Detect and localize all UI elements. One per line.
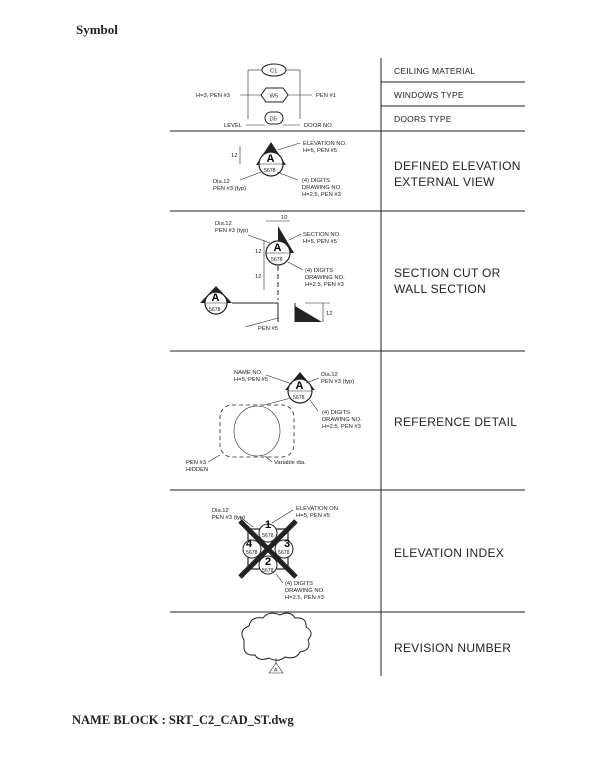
elevation-index-code-2: 5678 — [246, 550, 258, 556]
reference-name-1: NAME NO. — [234, 370, 263, 376]
door-tag-label: D5 — [270, 117, 277, 123]
elevation-code: 5678 — [264, 168, 276, 174]
section-digits-1: (4) DIGITS — [305, 268, 333, 274]
section-note-1: SECTION NO. — [303, 232, 341, 238]
reference-name-2: H=5, PEN #5 — [234, 377, 268, 383]
window-tag-label: W5 — [270, 94, 279, 100]
elevation-digits-1: (4) DIGITS — [302, 178, 330, 184]
elevation-note-1: ELEVATION NO. — [303, 141, 347, 147]
elevation-digits-3: H=2.5, PEN #3 — [302, 192, 341, 198]
elevation-index-n2: 3 — [284, 538, 290, 550]
reference-symbol: A 5678 NAME NO. H=5, PEN #5 Dia.12 PEN #… — [186, 370, 362, 473]
reference-detail-boundary — [219, 404, 295, 458]
section-code: 5678 — [271, 257, 283, 263]
reference-pen-2: HIDDEN — [186, 467, 208, 473]
door-right-note: DOOR NO. — [304, 123, 334, 129]
reference-letter: A — [296, 380, 304, 392]
elevation-letter: A — [267, 153, 275, 165]
reference-variable: Variable dia. — [274, 460, 306, 466]
reference-dia-2: PEN #3 (typ) — [321, 379, 354, 385]
elevation-index-note-2: H=5, PEN #5 — [296, 513, 330, 519]
section-marker-code: 5678 — [209, 307, 221, 313]
section-dia-2: PEN #3 (typ) — [215, 228, 248, 234]
reference-detail-circle — [233, 405, 281, 457]
reference-digits-3: H=2.5, PEN #3 — [322, 424, 361, 430]
window-right-note: PEN #1 — [316, 93, 336, 99]
ceiling-window-door-tags: C1 W5 H=3, PEN #3 PEN #1 D5 LEVEL DOOR N… — [196, 63, 336, 129]
elevation-dia-1: Dia.12 — [213, 179, 230, 185]
row-label-section-cut-2: WALL SECTION — [394, 282, 486, 296]
elevation-index-digits-2: DRAWING NO. — [285, 588, 325, 594]
section-digits-3: H=2.5, PEN #3 — [305, 282, 344, 288]
section-dia-1: Dia.12 — [215, 221, 232, 227]
revision-cloud — [241, 612, 312, 661]
elevation-index-dia-2: PEN #3 (typ) — [212, 515, 245, 521]
elevation-index-note-1: ELEVATION ON. — [296, 506, 340, 512]
elevation-index-n4: 2 — [265, 556, 271, 568]
revision-cloud-symbol: A — [241, 612, 312, 674]
section-dim-b: 12 — [255, 274, 261, 280]
ceiling-tag-label: C1 — [270, 69, 277, 75]
row-label-doors-type: DOORS TYPE — [394, 114, 452, 124]
section-letter: A — [274, 242, 282, 254]
elevation-index-symbol: 1 5678 4 5678 3 5678 2 5678 Dia.12 PEN #… — [212, 506, 340, 601]
revision-triangle — [268, 662, 284, 674]
window-left-note: H=3, PEN #3 — [196, 93, 230, 99]
elevation-index-code-4: 5678 — [262, 568, 274, 574]
elevation-index-digits-3: H=2.5, PEN #3 — [285, 595, 324, 601]
door-tag-box — [264, 111, 284, 125]
reference-dia-1: Dia.12 — [321, 372, 338, 378]
elevation-index-code-3: 5678 — [278, 550, 290, 556]
elevation-index-n1: 1 — [265, 519, 271, 531]
section-marker-letter: A — [212, 292, 220, 304]
section-pen: PEN #5 — [258, 326, 278, 332]
section-note-2: H=5, PEN #5 — [303, 239, 337, 245]
row-label-defined-elevation-2: EXTERNAL VIEW — [394, 175, 495, 189]
elevation-index-code-1: 5678 — [262, 533, 274, 539]
section-dim-a: 12 — [255, 249, 261, 255]
section-dim-c: 12 — [326, 311, 332, 317]
row-label-ceiling-material: CEILING MATERIAL — [394, 66, 476, 76]
section-digits-2: DRAWING NO. — [305, 275, 345, 281]
elevation-dia-2: PEN #3 (typ) — [213, 186, 246, 192]
row-label-defined-elevation-1: DEFINED ELEVATION — [394, 159, 521, 173]
elevation-index-dia-1: Dia.12 — [212, 508, 229, 514]
reference-code: 5678 — [293, 395, 305, 401]
elevation-note-2: H=5, PEN #5 — [303, 148, 337, 154]
reference-pen-1: PEN #3 — [186, 460, 206, 466]
reference-digits-2: DRAWING NO. — [322, 417, 362, 423]
revision-letter: A — [274, 668, 278, 674]
row-label-revision-number: REVISION NUMBER — [394, 641, 511, 655]
row-label-windows-type: WINDOWS TYPE — [394, 90, 464, 100]
elevation-index-digits-1: (4) DIGITS — [285, 581, 313, 587]
elevation-index-n3: 4 — [246, 538, 253, 550]
section-symbol: 10 A 5678 12 12 Dia.12 PEN #3 (typ) SECT… — [200, 215, 345, 332]
elevation-symbol: A 5678 12 ELEVATION NO. H=5, PEN #5 Dia.… — [213, 141, 347, 198]
elevation-dimension: 12 — [231, 153, 237, 159]
row-label-section-cut-1: SECTION CUT OR — [394, 266, 501, 280]
elevation-digits-2: DRAWING NO. — [302, 185, 342, 191]
section-marker-right — [295, 306, 322, 322]
door-left-note: LEVEL — [224, 123, 243, 129]
row-label-elevation-index: ELEVATION INDEX — [394, 546, 504, 560]
name-block-footer: NAME BLOCK : SRT_C2_CAD_ST.dwg — [72, 713, 294, 727]
page-heading: Symbol — [76, 22, 118, 37]
row-label-reference-detail: REFERENCE DETAIL — [394, 415, 517, 429]
reference-digits-1: (4) DIGITS — [322, 410, 350, 416]
section-dim-top: 10 — [281, 215, 287, 221]
